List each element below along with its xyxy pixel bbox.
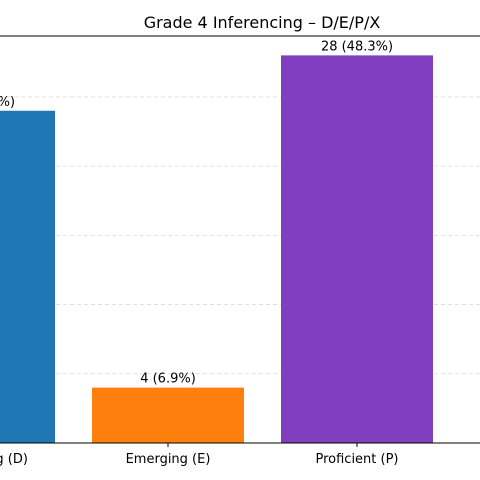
- data-labels: 24 (41.4%) 4 (6.9%) 28 (48.3%): [0, 39, 393, 386]
- data-label-0: 24 (41.4%): [0, 95, 15, 110]
- bars: [0, 55, 433, 444]
- bar-1: [92, 387, 244, 443]
- x-tick-labels: Developing (D) Emerging (E) Proficient (P): [0, 443, 399, 467]
- x-tick-label-1: Emerging (E): [126, 452, 211, 467]
- x-tick-label-0: Developing (D): [0, 452, 28, 467]
- data-label-1: 4 (6.9%): [140, 372, 196, 387]
- chart-title: Grade 4 Inferencing – D/E/P/X: [144, 13, 381, 32]
- bar-2: [281, 55, 433, 443]
- x-tick-label-2: Proficient (P): [315, 452, 398, 467]
- data-label-2: 28 (48.3%): [321, 39, 393, 54]
- bar-0: [0, 110, 55, 444]
